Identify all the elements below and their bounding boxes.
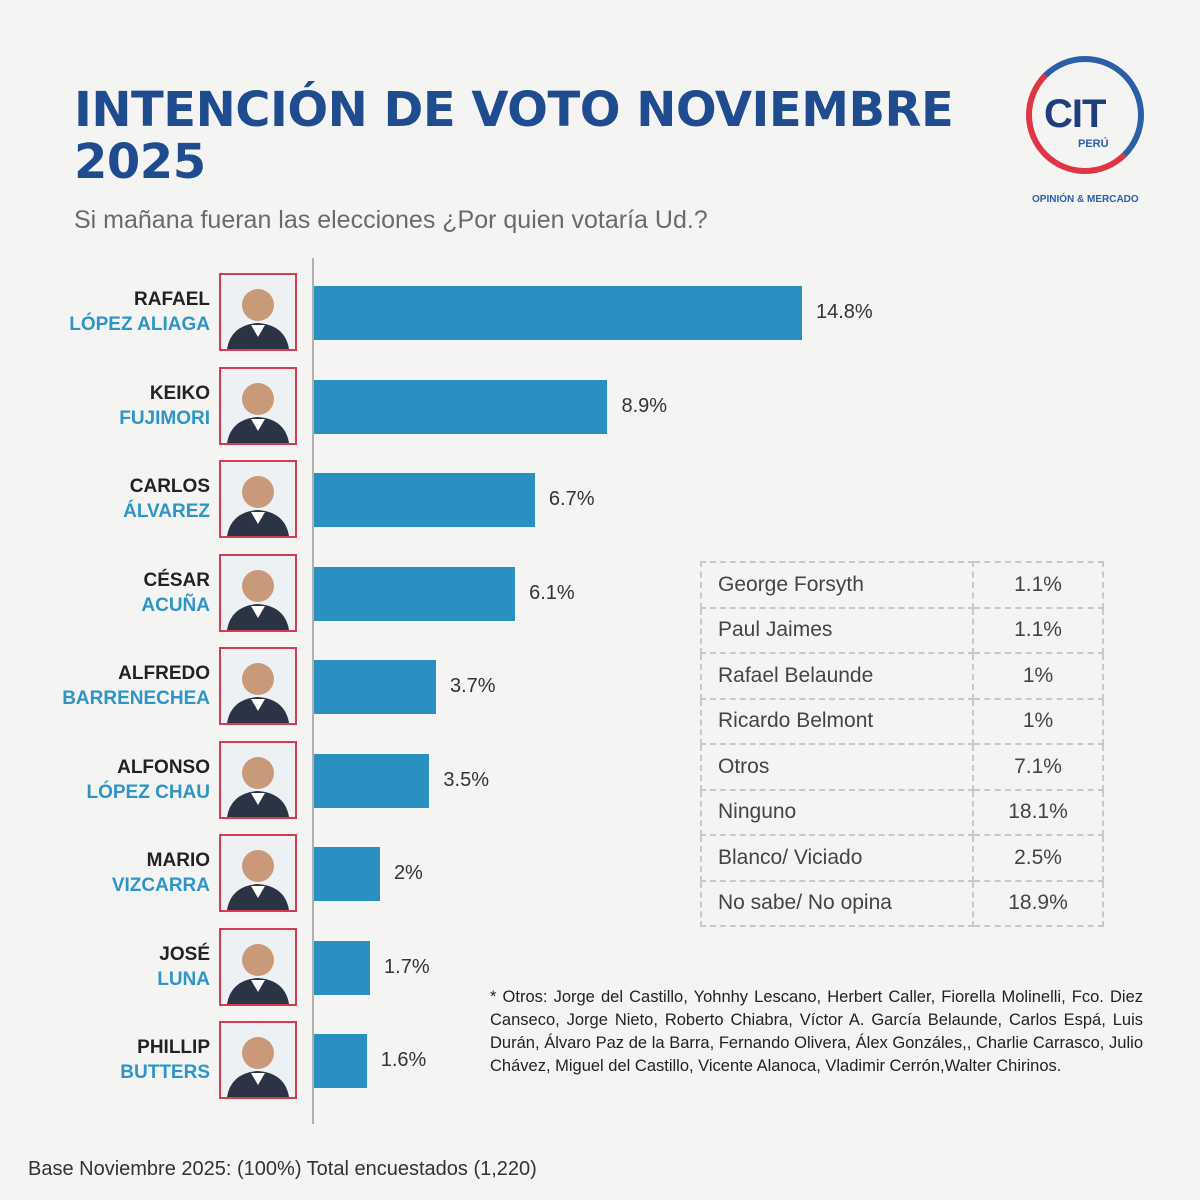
- candidate-photo-icon: [219, 927, 297, 1006]
- bar: [314, 379, 608, 434]
- others-name: Ninguno: [700, 788, 974, 836]
- candidate-last-name: FUJIMORI: [119, 407, 210, 429]
- others-name: Blanco/ Viciado: [700, 834, 974, 882]
- chart-row: MARIO VIZCARRA 2%: [0, 834, 1200, 914]
- bar-value-label: 1.6%: [380, 1049, 427, 1071]
- candidate-photo-icon: [219, 647, 297, 725]
- chart-row: JOSÉ LUNA 1.7%: [0, 927, 1200, 1008]
- others-name: No sabe/ No opina: [700, 879, 974, 927]
- logo-country: PERÚ: [1078, 138, 1109, 150]
- table-row: Blanco/ Viciado 2.5%: [700, 834, 1104, 882]
- others-name: Rafael Belaunde: [700, 652, 974, 700]
- candidate-last-name: LUNA: [157, 968, 210, 990]
- chart-row: RAFAEL LÓPEZ ALIAGA 14.8%: [0, 273, 1200, 353]
- others-value: 18.9%: [972, 879, 1104, 927]
- candidate-last-name: BARRENECHEA: [62, 688, 210, 709]
- others-value: 1.1%: [972, 561, 1104, 609]
- chart-axis-line: [312, 258, 314, 1124]
- candidate-first-name: PHILLIP: [137, 1037, 210, 1058]
- candidate-photo-icon: [219, 460, 297, 538]
- candidate-first-name: CARLOS: [129, 476, 210, 497]
- candidate-name: RAFAEL LÓPEZ ALIAGA: [69, 287, 210, 337]
- candidate-name: ALFREDO BARRENECHEA: [62, 661, 210, 711]
- candidate-photo-icon: [219, 834, 297, 912]
- bar-value-label: 14.8%: [816, 301, 873, 323]
- bar-value-label: 8.9%: [621, 394, 668, 417]
- chart-row: ALFONSO LÓPEZ CHAU 3.5%: [0, 740, 1200, 821]
- candidate-name: CARLOS ÁLVAREZ: [123, 474, 210, 524]
- candidate-first-name: MARIO: [146, 850, 210, 871]
- candidate-first-name: CÉSAR: [143, 569, 210, 591]
- bar: [314, 1034, 367, 1088]
- bar-value-label: 1.7%: [384, 955, 430, 978]
- table-row: Otros 7.1%: [700, 743, 1104, 791]
- bar-value-label: 3.7%: [450, 675, 496, 697]
- candidate-name: MARIO VIZCARRA: [112, 848, 210, 898]
- chart-title: INTENCIÓN DE VOTO NOVIEMBRE 2025: [74, 82, 954, 190]
- bar-value-label: 6.7%: [548, 488, 595, 510]
- candidate-first-name: ALFONSO: [117, 756, 210, 778]
- candidate-first-name: RAFAEL: [134, 289, 210, 310]
- chart-row: ALFREDO BARRENECHEA 3.7%: [0, 647, 1200, 727]
- candidate-photo-icon: [219, 553, 297, 632]
- bar-value-label: 2%: [393, 862, 423, 884]
- bar: [314, 566, 516, 621]
- candidate-last-name: VIZCARRA: [111, 875, 210, 896]
- logo-ring-icon: [1026, 56, 1144, 174]
- others-name: Otros: [700, 743, 974, 791]
- others-name: George Forsyth: [700, 561, 974, 609]
- chart-row: CÉSAR ACUÑA 6.1%: [0, 553, 1200, 634]
- others-value: 1.1%: [972, 606, 1104, 654]
- chart-row: CARLOS ÁLVAREZ 6.7%: [0, 460, 1200, 540]
- table-row: Ninguno 18.1%: [700, 788, 1104, 836]
- bar: [314, 847, 380, 901]
- others-name: Ricardo Belmont: [700, 697, 974, 745]
- others-value: 2.5%: [972, 834, 1104, 882]
- table-row: George Forsyth 1.1%: [700, 561, 1104, 609]
- others-value: 7.1%: [972, 743, 1104, 791]
- candidate-last-name: LÓPEZ CHAU: [86, 781, 211, 803]
- table-row: No sabe/ No opina 18.9%: [700, 879, 1104, 927]
- bar: [314, 753, 430, 808]
- table-row: Ricardo Belmont 1%: [700, 697, 1104, 745]
- candidate-first-name: ALFREDO: [118, 663, 210, 684]
- bar: [314, 660, 436, 714]
- others-value: 1%: [972, 652, 1104, 700]
- logo-tagline: OPINIÓN & MERCADO: [1032, 194, 1139, 205]
- candidate-name: PHILLIP BUTTERS: [120, 1035, 210, 1085]
- candidate-name: CÉSAR ACUÑA: [141, 568, 210, 618]
- candidate-photo-icon: [219, 273, 297, 351]
- logo-text: CIT: [1044, 92, 1106, 136]
- candidate-first-name: JOSÉ: [159, 943, 210, 965]
- candidate-photo-icon: [219, 740, 297, 819]
- table-row: Rafael Belaunde 1%: [700, 652, 1104, 700]
- bar-value-label: 3.5%: [443, 768, 489, 791]
- chart-row: KEIKO FUJIMORI 8.9%: [0, 366, 1200, 447]
- bar-value-label: 6.1%: [529, 581, 575, 604]
- candidate-name: KEIKO FUJIMORI: [119, 381, 210, 431]
- candidate-last-name: LÓPEZ ALIAGA: [69, 314, 210, 335]
- others-value: 18.1%: [972, 788, 1104, 836]
- cit-logo: CIT PERÚ OPINIÓN & MERCADO: [1018, 56, 1168, 206]
- candidate-last-name: ÁLVAREZ: [123, 501, 210, 522]
- candidate-last-name: BUTTERS: [120, 1062, 210, 1083]
- footnote: * Otros: Jorge del Castillo, Yohnhy Lesc…: [490, 988, 1143, 1075]
- bar: [314, 473, 535, 527]
- candidate-name: ALFONSO LÓPEZ CHAU: [87, 755, 211, 805]
- candidate-last-name: ACUÑA: [141, 594, 210, 616]
- base-note: Base Noviembre 2025: (100%) Total encues…: [28, 1158, 537, 1180]
- chart-row: PHILLIP BUTTERS 1.6%: [0, 1021, 1200, 1101]
- candidate-photo-icon: [219, 1021, 297, 1099]
- chart-subtitle: Si mañana fueran las elecciones ¿Por qui…: [74, 206, 708, 234]
- others-value: 1%: [972, 697, 1104, 745]
- candidate-name: JOSÉ LUNA: [157, 942, 210, 992]
- bar: [314, 940, 371, 995]
- others-table: George Forsyth 1.1% Paul Jaimes 1.1% Rafael …: [700, 561, 1104, 927]
- bar: [314, 286, 802, 340]
- candidate-photo-icon: [219, 366, 297, 445]
- others-name: Paul Jaimes: [700, 606, 974, 654]
- table-row: Paul Jaimes 1.1%: [700, 606, 1104, 654]
- candidate-first-name: KEIKO: [149, 382, 210, 404]
